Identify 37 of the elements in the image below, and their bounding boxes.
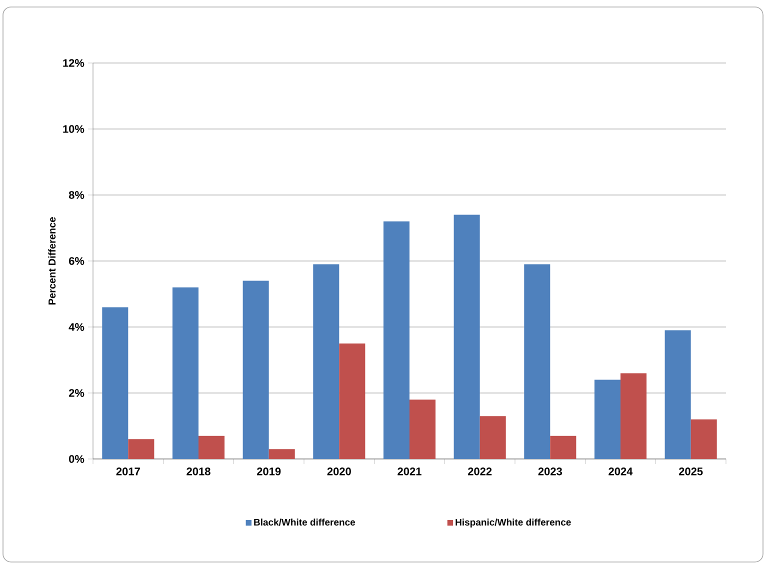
y-axis-title: Percent Difference bbox=[48, 217, 56, 304]
x-tick-label: 2025 bbox=[678, 468, 703, 476]
legend-label: Black/White difference bbox=[254, 518, 356, 526]
bar bbox=[198, 436, 225, 459]
x-tick-label: 2023 bbox=[538, 468, 562, 476]
x-tick-label: 2020 bbox=[327, 468, 351, 476]
y-tick-label: 8% bbox=[68, 191, 84, 199]
x-tick-label: 2022 bbox=[468, 468, 492, 476]
bar bbox=[339, 343, 366, 459]
bar bbox=[172, 287, 199, 459]
bar bbox=[550, 436, 576, 459]
x-tick-label: 2019 bbox=[256, 468, 281, 476]
bar bbox=[524, 264, 550, 459]
x-tick-label: 2021 bbox=[398, 468, 422, 476]
x-tick-label: 2018 bbox=[186, 468, 210, 476]
y-tick-label: 2% bbox=[68, 389, 84, 397]
y-tick-label: 6% bbox=[68, 257, 84, 265]
bar bbox=[102, 307, 128, 459]
legend-label: Hispanic/White difference bbox=[456, 518, 571, 528]
bar bbox=[454, 214, 480, 459]
x-tick-label: 2017 bbox=[116, 468, 140, 476]
bar bbox=[268, 449, 295, 459]
bar bbox=[620, 373, 647, 459]
x-tick-label: 2024 bbox=[608, 468, 633, 476]
bar bbox=[242, 280, 269, 459]
bar bbox=[383, 221, 410, 459]
bar bbox=[690, 419, 717, 459]
y-tick-label: 4% bbox=[68, 323, 84, 331]
y-tick-label: 10% bbox=[63, 125, 84, 133]
bar bbox=[594, 380, 620, 459]
y-tick-label: 12% bbox=[63, 59, 84, 67]
bar bbox=[664, 330, 691, 459]
bar bbox=[128, 439, 154, 459]
bar bbox=[409, 400, 436, 459]
bar bbox=[480, 416, 506, 459]
bar bbox=[313, 264, 340, 459]
y-tick-label: 0% bbox=[69, 455, 84, 463]
